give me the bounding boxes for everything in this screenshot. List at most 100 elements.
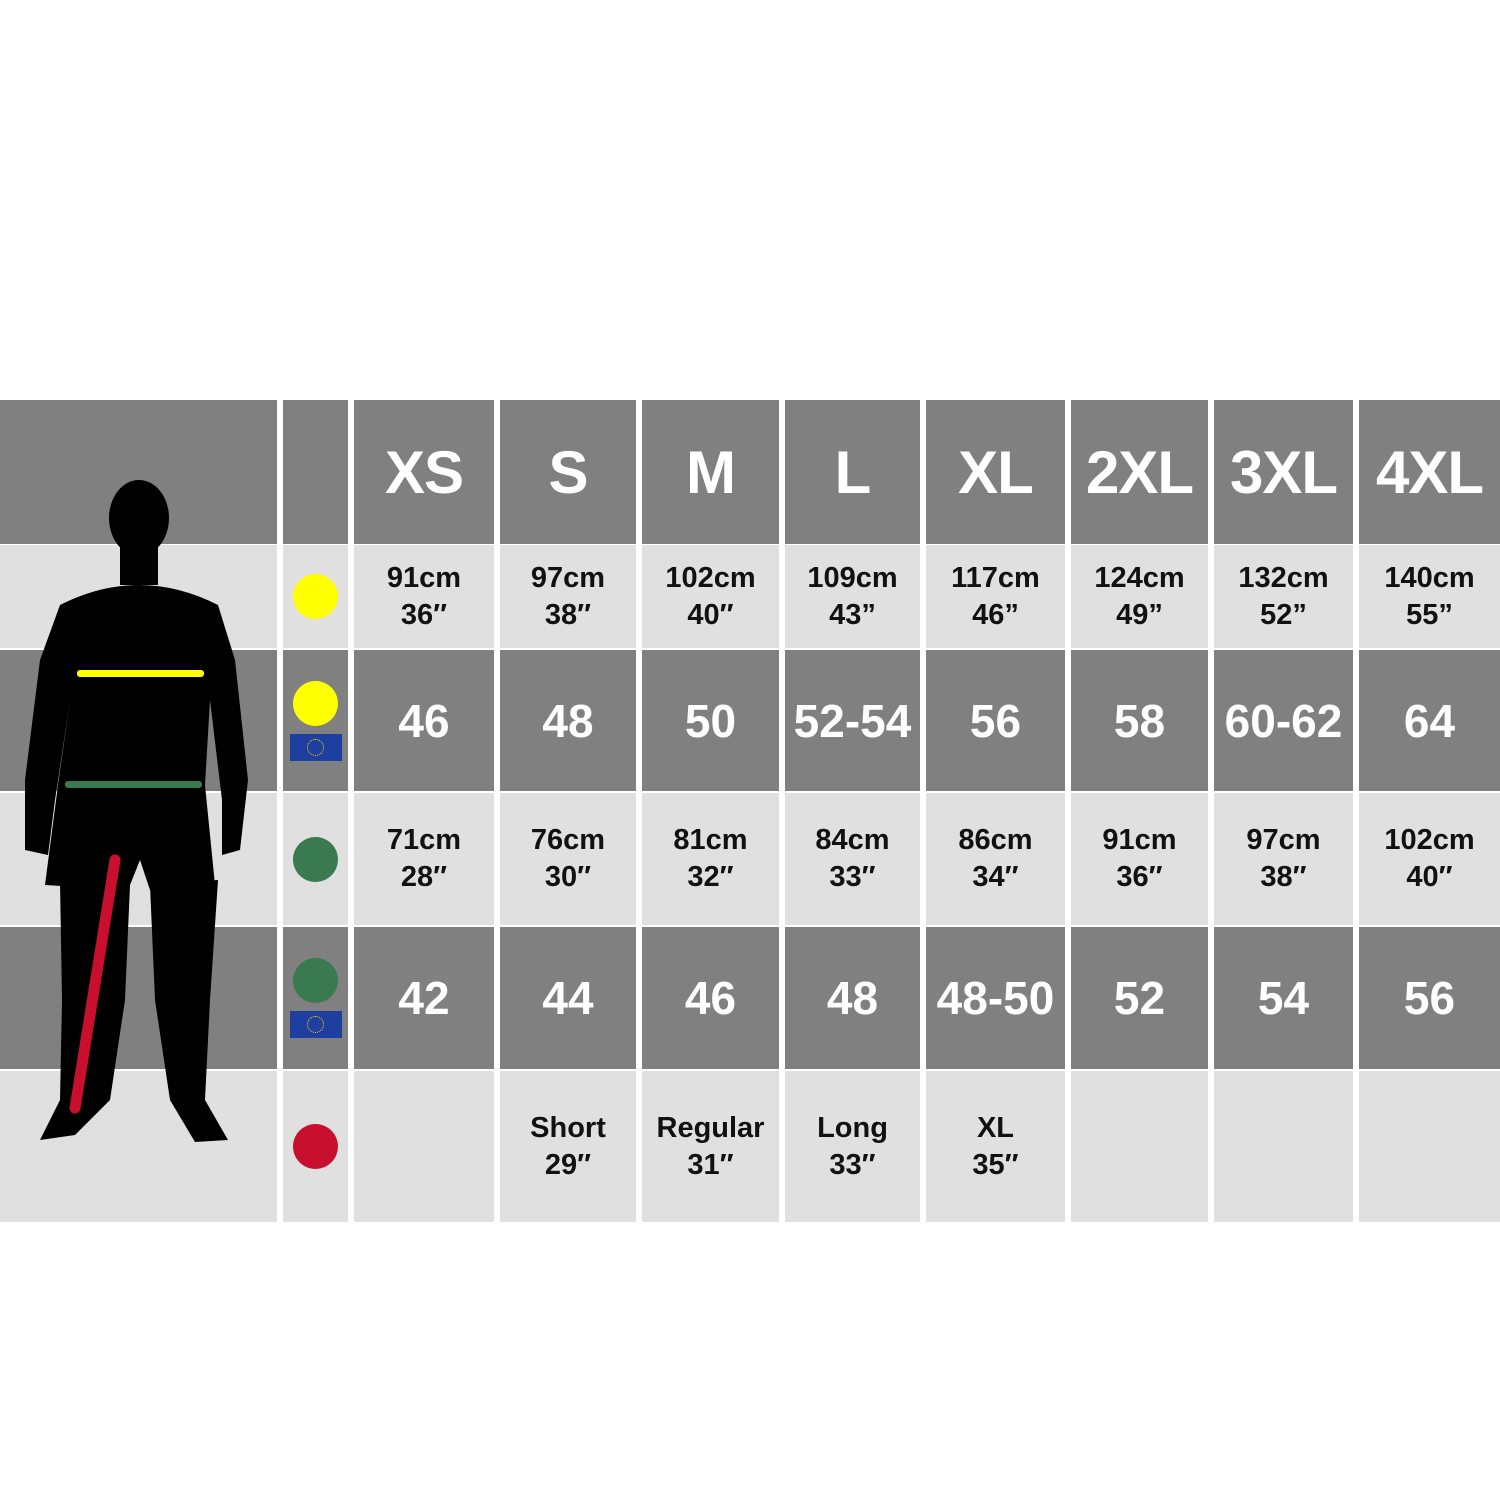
size-header-cell (283, 400, 348, 544)
size-header-cell: XS (354, 400, 494, 544)
measurement-value: 76cm (530, 824, 606, 856)
measurement-value: 97cm (1246, 824, 1321, 856)
size-label: 2XL (1085, 438, 1194, 506)
size-header-cell: 3XL (1214, 400, 1353, 544)
measurement-value: 55” (1406, 598, 1453, 631)
size-header-cell: 2XL (1071, 400, 1208, 544)
measurement-cell (354, 1071, 494, 1222)
measurement-cell: 132cm 52” (1214, 545, 1353, 648)
legend-icon-cell (283, 1071, 348, 1222)
leg-measure-line (69, 854, 121, 1114)
measurement-value: 31″ (687, 1148, 734, 1181)
eu-size-value: 58 (1113, 694, 1166, 747)
measurement-value: 33″ (829, 861, 876, 893)
measurement-value: 91cm (1102, 824, 1177, 856)
measurement-cell: 91cm 36″ (354, 545, 494, 648)
measurement-cell: 48-50 (926, 927, 1065, 1069)
chest-yellow-dot-icon (293, 574, 338, 619)
measurement-cell: 71cm 28″ (354, 793, 494, 925)
eu-size-value: 64 (1403, 694, 1456, 747)
measurement-cell: 91cm 36″ (1071, 793, 1208, 925)
measurement-value: 36″ (1116, 861, 1163, 893)
measurement-cell: 84cm 33″ (785, 793, 920, 925)
measurement-cell: 64 (1359, 650, 1500, 791)
measurement-cell (1214, 1071, 1353, 1222)
measurement-cell: 76cm 30″ (500, 793, 636, 925)
eu-flag-icon (289, 733, 342, 761)
size-header-cell: 4XL (1359, 400, 1500, 544)
measurement-cell: 54 (1214, 927, 1353, 1069)
measurement-value: 91cm (386, 561, 462, 594)
size-header-cell: M (642, 400, 779, 544)
eu-flag-icon (289, 1011, 342, 1038)
measurement-cell: 97cm 38″ (500, 545, 636, 648)
measurement-cell: 52 (1071, 927, 1208, 1069)
legend-icon-cell (283, 545, 348, 648)
measurement-value: 71cm (386, 824, 462, 856)
measurement-cell (1359, 1071, 1500, 1222)
measurement-value: 43” (829, 598, 876, 631)
measurement-value: 102cm (1384, 824, 1475, 856)
measurement-cell: 81cm 32″ (642, 793, 779, 925)
measurement-cell: 42 (354, 927, 494, 1069)
measurement-cell: 97cm 38″ (1214, 793, 1353, 925)
measurement-cell: 117cm 46” (926, 545, 1065, 648)
measurement-cell: 44 (500, 927, 636, 1069)
measurement-value: 34″ (972, 861, 1019, 893)
measurement-value: 46” (972, 598, 1019, 631)
eu-size-value: 50 (684, 694, 737, 747)
measurement-cell: 58 (1071, 650, 1208, 791)
waist-measure-line (65, 781, 202, 788)
measurement-value: 86cm (958, 824, 1033, 856)
measurement-cell: Short 29″ (500, 1071, 636, 1222)
eu-size-value: 48 (542, 694, 594, 747)
measurement-cell: 46 (354, 650, 494, 791)
measurement-cell: 140cm 55” (1359, 545, 1500, 648)
body-silhouette-figure (0, 400, 277, 1222)
legend-icon-cell (283, 793, 348, 925)
eu-size-value: 44 (542, 972, 594, 1024)
size-header-cell: XL (926, 400, 1065, 544)
measurement-value: 84cm (815, 824, 890, 856)
eu-size-value: 42 (398, 972, 450, 1024)
waist-green-dot-icon (293, 836, 338, 882)
measurement-value: Short (530, 1111, 606, 1144)
eu-size-value: 56 (969, 694, 1022, 747)
legend-icon-cell (283, 650, 348, 791)
chest-measure-line (77, 670, 204, 677)
size-label: S (548, 438, 588, 506)
measurement-cell: 50 (642, 650, 779, 791)
measurement-cell: 109cm 43” (785, 545, 920, 648)
eu-size-value: 46 (684, 972, 737, 1024)
measurement-cell: 46 (642, 927, 779, 1069)
measurement-value: 38″ (544, 598, 592, 631)
size-label: XL (958, 438, 1034, 506)
chest-yellow-dot-eu-flag-icon (293, 680, 338, 726)
measurement-cell: 56 (1359, 927, 1500, 1069)
measurement-cell: 48 (785, 927, 920, 1069)
measurement-value: 102cm (665, 561, 756, 594)
measurement-value: 49” (1116, 598, 1163, 631)
eu-size-value: 52 (1113, 972, 1166, 1024)
measurement-cell: 124cm 49” (1071, 545, 1208, 648)
measurement-value: Long (817, 1111, 888, 1144)
size-header-cell: L (785, 400, 920, 544)
measurement-cell: Regular 31″ (642, 1071, 779, 1222)
measurement-cell: 48 (500, 650, 636, 791)
measurement-value: 52” (1260, 598, 1307, 631)
waist-green-dot-eu-flag-icon (293, 958, 338, 1003)
eu-size-value: 46 (398, 694, 450, 747)
measurement-cell: 56 (926, 650, 1065, 791)
size-label: 3XL (1229, 438, 1338, 506)
leg-red-dot-icon (293, 1124, 338, 1169)
size-label: M (686, 438, 736, 506)
size-header-cell: S (500, 400, 636, 544)
measurement-value: 40″ (1406, 861, 1453, 893)
measurement-cell: XL 35″ (926, 1071, 1065, 1222)
measurement-cell: 102cm 40″ (642, 545, 779, 648)
eu-size-value: 54 (1257, 972, 1310, 1024)
measurement-value: 29″ (544, 1148, 592, 1181)
measurement-value: 38″ (1260, 861, 1307, 893)
legend-icon-cell (283, 927, 348, 1069)
measurement-cell: 102cm 40″ (1359, 793, 1500, 925)
